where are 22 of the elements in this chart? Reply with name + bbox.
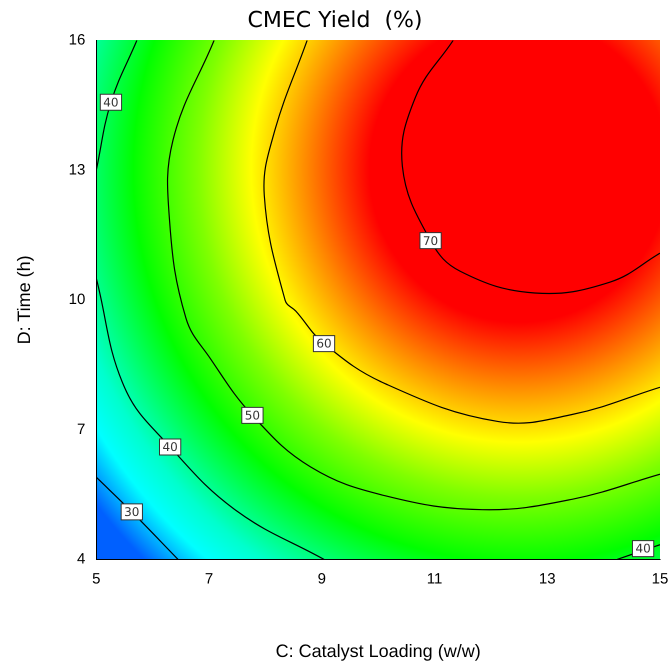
x-tick-label: 7 — [204, 570, 214, 588]
x-tick-label: 11 — [426, 570, 442, 588]
x-axis-title: C: Catalyst Loading (w/w) — [276, 641, 481, 662]
y-tick-label: 13 — [68, 161, 86, 178]
annotation: 40 — [103, 95, 119, 110]
y-tick-label: 7 — [76, 420, 86, 438]
y-axis-title: D: Time (h) — [14, 255, 34, 344]
x-tick-label: 15 — [652, 570, 668, 588]
annotation: 40 — [162, 440, 178, 454]
x-tick-label: 13 — [538, 570, 556, 588]
annotation: 40 — [635, 542, 651, 556]
annotation: 50 — [244, 408, 260, 423]
y-tick-label: 16 — [68, 32, 86, 49]
x-tick-label: 5 — [92, 570, 100, 588]
y-tick-label: 4 — [76, 550, 86, 568]
y-tick-label: 10 — [68, 291, 86, 308]
chart-title: CMEC Yield (%) — [247, 8, 423, 33]
annotation: 60 — [316, 336, 332, 351]
x-tick-label: 9 — [318, 570, 326, 588]
annotation: 30 — [124, 504, 140, 519]
line-series — [401, 40, 660, 294]
annotation: 70 — [422, 234, 438, 248]
